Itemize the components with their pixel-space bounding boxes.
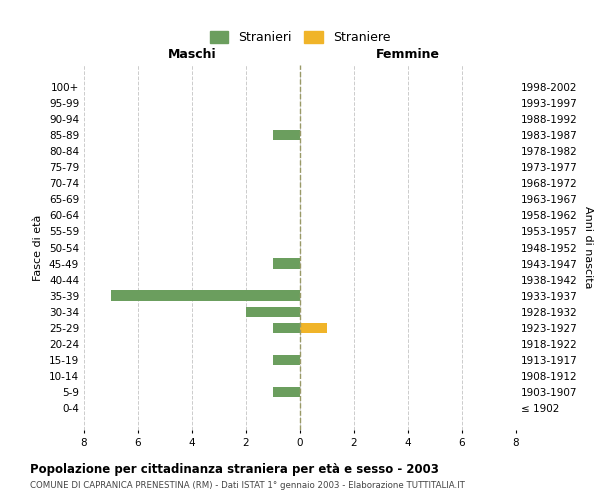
Text: COMUNE DI CAPRANICA PRENESTINA (RM) - Dati ISTAT 1° gennaio 2003 - Elaborazione : COMUNE DI CAPRANICA PRENESTINA (RM) - Da… [30, 481, 465, 490]
Bar [273, 387, 300, 398]
Text: Femmine: Femmine [376, 48, 440, 62]
Bar [111, 290, 300, 301]
Bar [246, 306, 300, 317]
Text: Maschi: Maschi [167, 48, 217, 62]
Bar [273, 258, 300, 269]
Y-axis label: Fasce di età: Fasce di età [34, 214, 43, 280]
Bar [273, 130, 300, 140]
Bar [273, 355, 300, 365]
Bar [300, 322, 327, 333]
Text: Popolazione per cittadinanza straniera per età e sesso - 2003: Popolazione per cittadinanza straniera p… [30, 462, 439, 475]
Bar [273, 322, 300, 333]
Y-axis label: Anni di nascita: Anni di nascita [583, 206, 593, 289]
Legend: Stranieri, Straniere: Stranieri, Straniere [206, 28, 394, 48]
